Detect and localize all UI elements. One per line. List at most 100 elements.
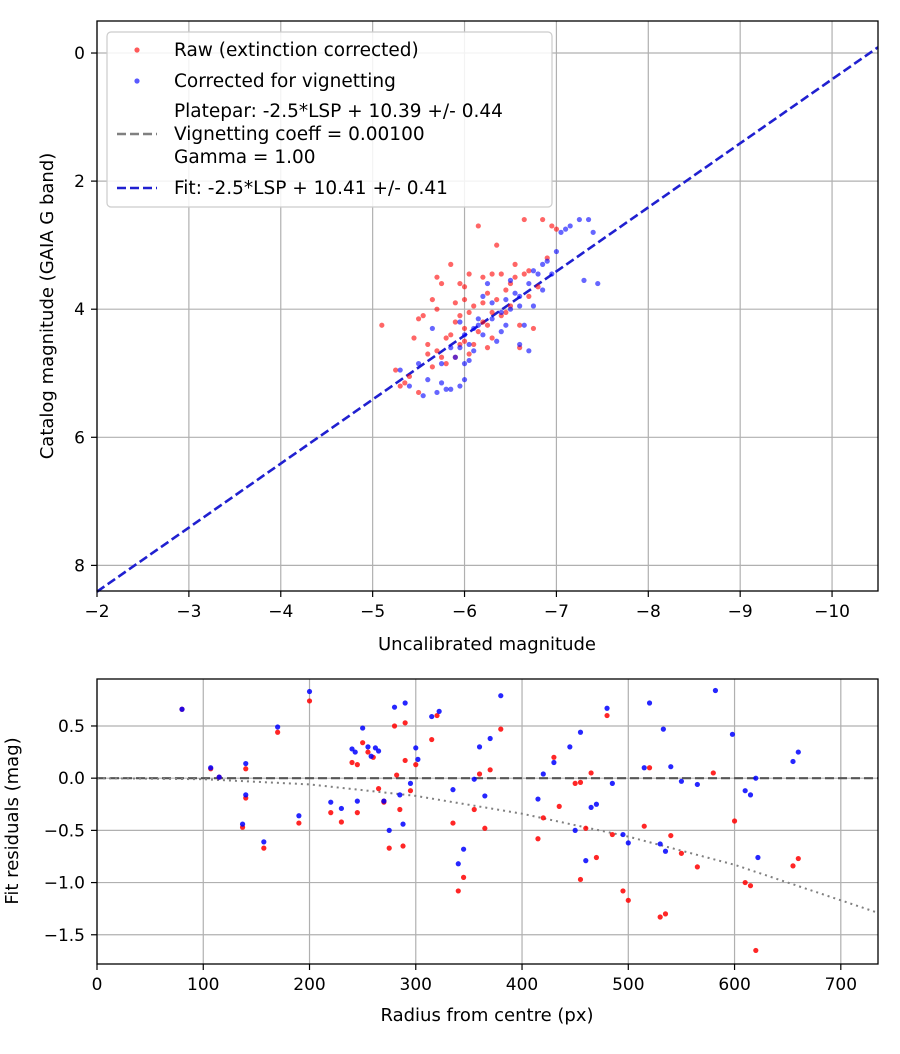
raw-point xyxy=(407,788,414,794)
corrected-point xyxy=(517,293,523,299)
x-tick-label: −2 xyxy=(84,602,109,622)
corrected-point xyxy=(503,322,509,328)
raw-point xyxy=(354,810,360,816)
corrected-point xyxy=(795,749,801,755)
legend-corrected-label: Corrected for vignetting xyxy=(174,71,396,92)
corrected-point xyxy=(425,377,431,383)
corrected-point xyxy=(261,839,267,845)
corrected-point xyxy=(476,744,483,750)
corrected-point xyxy=(530,268,537,274)
corrected-point xyxy=(549,271,555,277)
raw-point xyxy=(457,313,463,319)
raw-point xyxy=(461,338,468,344)
corrected-point xyxy=(460,846,467,852)
corrected-point xyxy=(729,731,736,737)
raw-point xyxy=(646,765,653,771)
legend-fit-label: Fit: -2.5*LSP + 10.41 +/- 0.41 xyxy=(174,178,448,199)
raw-point xyxy=(498,726,504,732)
corrected-point xyxy=(747,792,754,798)
corrected-point xyxy=(530,303,537,309)
raw-point xyxy=(386,845,392,851)
corrected-point xyxy=(306,688,313,695)
raw-point xyxy=(494,296,500,303)
raw-point xyxy=(572,780,578,786)
corrected-point xyxy=(521,322,527,328)
corrected-point xyxy=(457,345,463,351)
fit-line xyxy=(96,46,879,593)
raw-point xyxy=(678,850,685,856)
corrected-point xyxy=(480,332,486,338)
raw-point xyxy=(471,303,477,309)
corrected-point xyxy=(503,296,509,303)
corrected-point xyxy=(498,329,504,335)
corrected-point xyxy=(438,361,445,367)
corrected-point xyxy=(482,793,488,799)
top-points xyxy=(379,216,601,399)
x-tick-label: −6 xyxy=(452,602,477,622)
corrected-point xyxy=(517,341,523,348)
x-tick-label: 300 xyxy=(400,975,432,995)
corrected-point xyxy=(455,861,461,867)
x-tick-label: 400 xyxy=(506,975,538,995)
raw-point xyxy=(415,389,422,396)
raw-point xyxy=(275,729,281,735)
corrected-point xyxy=(535,271,541,277)
raw-point xyxy=(306,698,313,704)
raw-point xyxy=(450,820,456,826)
corrected-point xyxy=(489,300,495,306)
corrected-point xyxy=(694,781,700,788)
corrected-point xyxy=(243,792,249,798)
raw-point xyxy=(420,313,426,319)
y-tick-label: −1.5 xyxy=(44,926,85,946)
corrected-point xyxy=(625,840,631,846)
raw-point xyxy=(503,287,509,293)
raw-point xyxy=(484,290,491,296)
corrected-point xyxy=(239,821,246,827)
raw-point xyxy=(448,261,454,267)
raw-point xyxy=(731,818,738,824)
corrected-point xyxy=(429,713,435,720)
corrected-point xyxy=(420,393,426,399)
raw-point xyxy=(489,309,495,316)
corrected-point xyxy=(553,248,560,255)
raw-point xyxy=(349,759,355,766)
corrected-point xyxy=(507,306,514,312)
raw-point xyxy=(402,757,408,764)
corrected-point xyxy=(576,216,582,223)
raw-point xyxy=(443,335,449,341)
corrected-point xyxy=(712,687,719,694)
raw-point xyxy=(795,855,801,862)
corrected-point xyxy=(397,792,403,798)
corrected-point xyxy=(489,316,495,322)
raw-point xyxy=(476,771,483,777)
raw-point xyxy=(391,723,398,729)
top-chart: −2 −3 −4 −5 −6 −7 −8 −9 −10 0 2 4 6 8 Uncalibrated m… xyxy=(37,20,879,655)
raw-point xyxy=(471,806,477,813)
raw-point xyxy=(742,879,748,886)
raw-point xyxy=(461,325,468,332)
bottom-y-ticks: 0.5 0.0 −0.5 −1.0 −1.5 xyxy=(44,717,97,946)
corrected-point xyxy=(415,756,421,762)
corrected-point xyxy=(567,223,573,229)
raw-point xyxy=(535,836,541,842)
corrected-point xyxy=(365,744,371,750)
corrected-point xyxy=(471,348,477,354)
corrected-point xyxy=(457,319,463,325)
corrected-point xyxy=(375,748,382,754)
corrected-point xyxy=(349,746,355,752)
corrected-point xyxy=(498,693,504,699)
raw-point xyxy=(625,897,631,903)
raw-point xyxy=(455,888,461,894)
x-tick-label: 200 xyxy=(293,975,325,995)
corrected-point xyxy=(678,778,685,784)
raw-point xyxy=(583,825,589,831)
corrected-point xyxy=(275,724,281,730)
raw-point xyxy=(452,300,458,306)
corrected-point xyxy=(354,798,360,804)
y-tick-label: 0 xyxy=(74,44,85,64)
raw-point xyxy=(657,914,663,920)
raw-point xyxy=(489,271,495,277)
corrected-point xyxy=(471,325,477,332)
raw-point xyxy=(521,216,527,223)
